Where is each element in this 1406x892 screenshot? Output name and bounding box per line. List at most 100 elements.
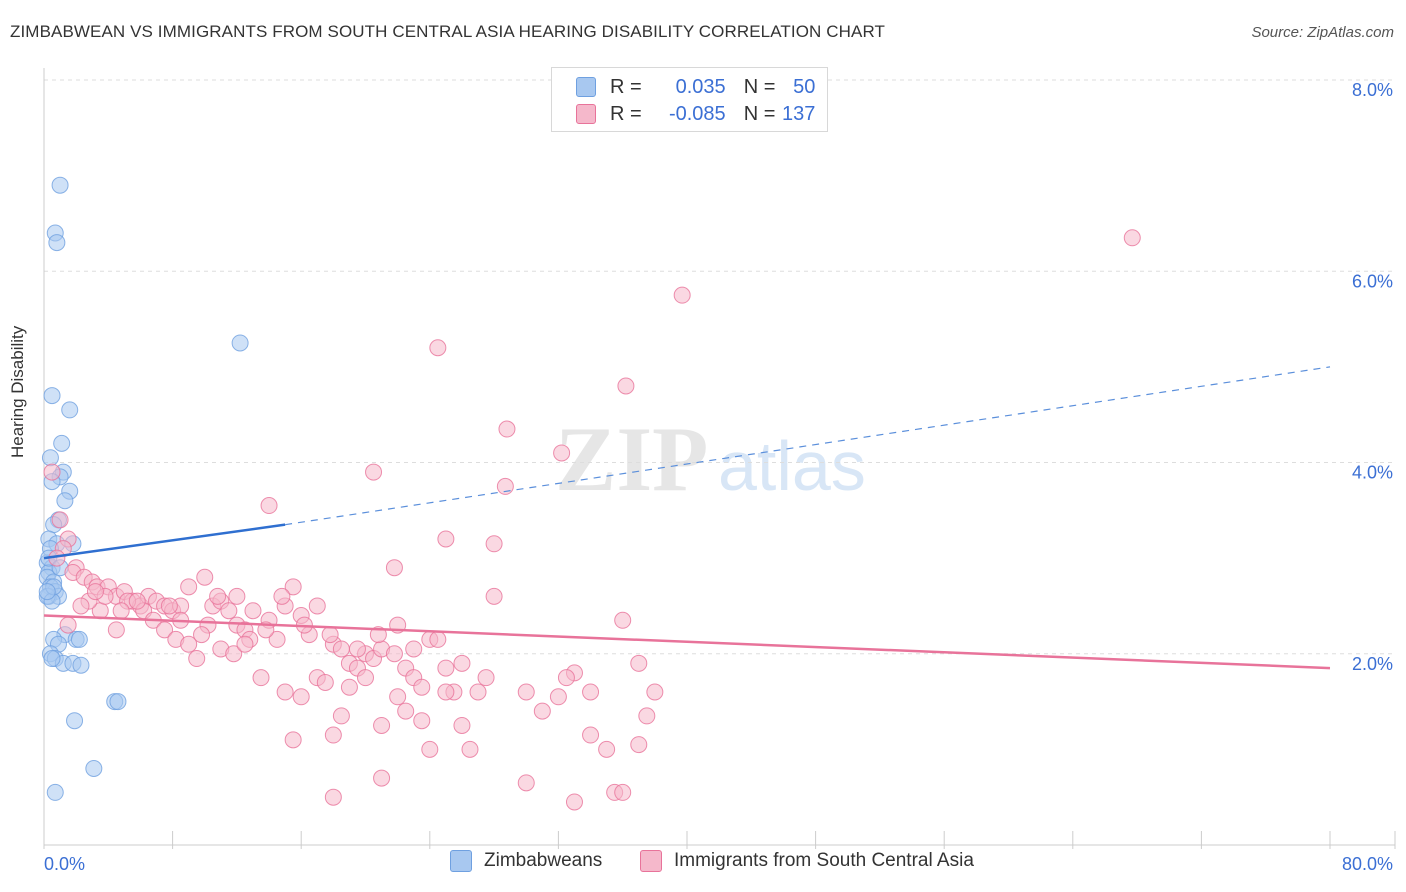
point-immigrants (273, 587, 291, 605)
point-immigrants (437, 659, 455, 677)
point-immigrants (160, 597, 178, 615)
x-tick-label: 0.0% (44, 854, 85, 874)
point-immigrants (389, 688, 407, 706)
point-immigrants (429, 630, 447, 648)
point-immigrants (340, 678, 358, 696)
point-immigrants (405, 640, 423, 658)
point-immigrants (630, 654, 648, 672)
n-label: N = (743, 75, 776, 98)
y-tick-label: 4.0% (1352, 463, 1393, 483)
r-value: -0.085 (668, 102, 726, 125)
point-immigrants (348, 640, 366, 658)
point-immigrants (385, 559, 403, 577)
point-immigrants (292, 688, 310, 706)
point-immigrants (553, 444, 571, 462)
y-tick-label: 2.0% (1352, 654, 1393, 674)
point-zimbabweans (38, 583, 56, 601)
point-zimbabweans (56, 492, 74, 510)
point-immigrants (284, 578, 302, 596)
legend-swatch-pink (640, 850, 662, 872)
point-zimbabweans (43, 387, 61, 405)
point-zimbabweans (43, 650, 61, 668)
point-zimbabweans (66, 712, 84, 730)
point-immigrants (86, 583, 104, 601)
point-immigrants (180, 635, 198, 653)
point-immigrants (614, 611, 632, 629)
correlation-legend: R = 0.035 N = 50 R = -0.085 N = 137 (551, 67, 828, 132)
point-zimbabweans (46, 783, 64, 801)
point-immigrants (193, 626, 211, 644)
point-immigrants (557, 669, 575, 687)
point-immigrants (321, 626, 339, 644)
point-zimbabweans (85, 760, 103, 777)
point-immigrants (128, 592, 146, 610)
point-immigrants (156, 621, 174, 639)
r-value: 0.035 (675, 75, 726, 98)
legend-swatch-blue (450, 850, 472, 872)
point-immigrants (437, 683, 455, 701)
legend-swatch-blue (576, 77, 596, 97)
point-immigrants (260, 497, 278, 515)
point-zimbabweans (61, 401, 79, 419)
point-immigrants (517, 683, 535, 701)
chart-title: ZIMBABWEAN VS IMMIGRANTS FROM SOUTH CENT… (10, 22, 885, 41)
point-zimbabweans (72, 656, 90, 674)
point-immigrants (638, 707, 656, 725)
r-label: R = (610, 102, 642, 125)
point-immigrants (72, 597, 90, 615)
point-zimbabweans (51, 176, 69, 194)
point-immigrants (413, 712, 431, 730)
point-immigrants (316, 673, 334, 691)
point-immigrants (107, 621, 125, 639)
point-immigrants (276, 683, 294, 701)
point-immigrants (413, 678, 431, 696)
point-zimbabweans (48, 234, 66, 252)
watermark-zip: ZIP (555, 408, 708, 510)
x-tick-label: 80.0% (1342, 854, 1393, 874)
legend-swatch-pink (576, 104, 596, 124)
point-immigrants (453, 716, 471, 734)
point-immigrants (373, 769, 391, 787)
point-immigrants (397, 702, 415, 720)
point-immigrants (112, 602, 130, 620)
point-immigrants (373, 716, 391, 734)
legend-item-immigrants[interactable]: Immigrants from South Central Asia (640, 850, 974, 872)
point-immigrants (598, 740, 616, 758)
point-immigrants (369, 626, 387, 644)
point-immigrants (437, 530, 455, 548)
legend-item-zimbabweans[interactable]: Zimbabweans (450, 850, 602, 872)
point-immigrants (485, 535, 503, 553)
point-immigrants (614, 783, 632, 801)
point-immigrants (461, 740, 479, 758)
point-immigrants (485, 587, 503, 605)
point-immigrants (244, 602, 262, 620)
point-immigrants (365, 463, 383, 481)
y-tick-label: 8.0% (1352, 80, 1393, 100)
point-immigrants (385, 645, 403, 663)
source-note: Source: ZipAtlas.com (1251, 24, 1394, 41)
point-immigrants (180, 578, 198, 596)
point-immigrants (228, 587, 246, 605)
point-immigrants (236, 635, 254, 653)
y-axis-label: Hearing Disability (8, 325, 27, 458)
point-immigrants (196, 568, 214, 586)
point-immigrants (469, 683, 487, 701)
point-zimbabweans (70, 630, 88, 648)
point-immigrants (220, 602, 238, 620)
trendline-zimbabweans (43, 523, 286, 560)
n-label: N = (743, 102, 776, 125)
point-immigrants (324, 788, 342, 806)
point-immigrants (252, 669, 270, 687)
point-immigrants (51, 511, 69, 529)
point-zimbabweans (109, 693, 127, 711)
y-tick-label: 6.0% (1352, 271, 1393, 291)
point-immigrants (498, 420, 516, 438)
point-immigrants (582, 683, 600, 701)
point-immigrants (332, 707, 350, 725)
point-immigrants (188, 650, 206, 668)
n-value: 137 (782, 102, 816, 125)
point-immigrants (533, 702, 551, 720)
n-value: 50 (793, 75, 816, 98)
point-immigrants (453, 654, 471, 672)
point-immigrants (324, 726, 342, 744)
